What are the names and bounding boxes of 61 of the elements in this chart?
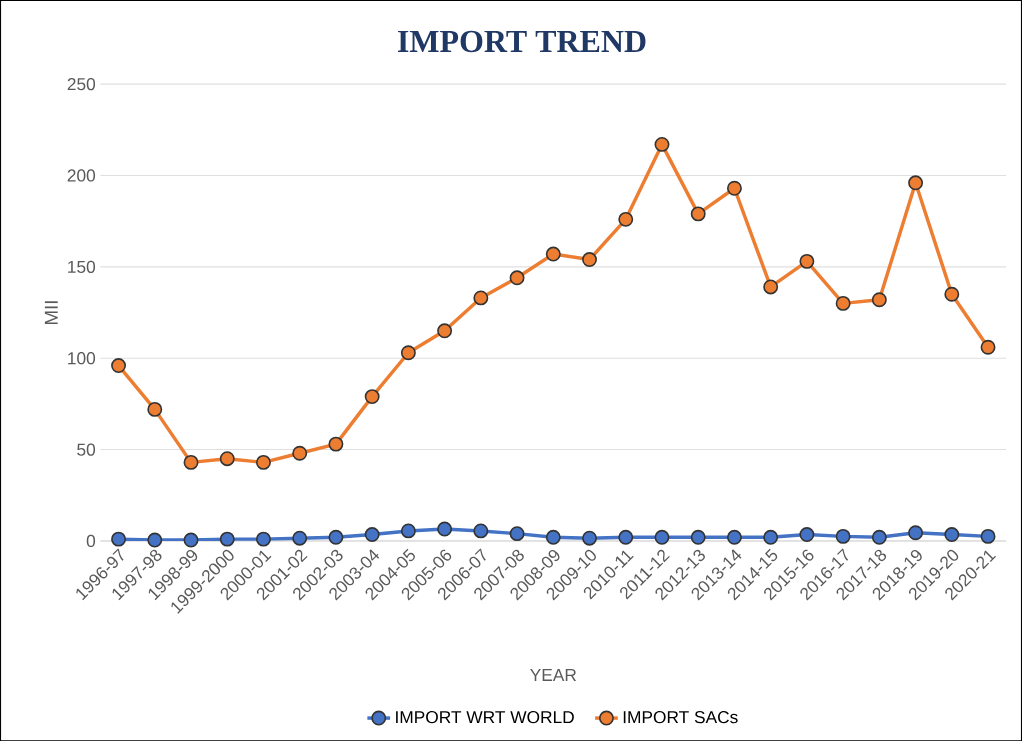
point (219, 531, 235, 547)
point (473, 523, 489, 539)
point (473, 290, 489, 306)
y-tick-label: 100 (68, 351, 96, 365)
y-tick-label: 250 (67, 77, 96, 91)
y-tick-label: 150 (68, 260, 96, 273)
point (183, 454, 199, 470)
point (509, 270, 525, 286)
point (835, 295, 851, 311)
point (582, 251, 597, 267)
point (908, 525, 924, 541)
point (328, 436, 344, 452)
point (690, 206, 706, 222)
point (980, 528, 996, 544)
y-tick-label: 200 (67, 169, 96, 182)
point (111, 357, 127, 373)
point (654, 529, 670, 545)
legend-label: IMPORT WRT WORLD (396, 710, 574, 724)
point (871, 529, 887, 545)
point (726, 529, 742, 545)
point (256, 454, 271, 470)
point (726, 180, 742, 196)
point (545, 529, 561, 545)
point (799, 526, 815, 542)
point (871, 292, 887, 308)
point (690, 529, 706, 545)
point (763, 529, 779, 545)
point (147, 401, 163, 417)
point (219, 451, 235, 467)
point (944, 526, 960, 542)
point (400, 345, 416, 361)
point (944, 286, 960, 302)
point (111, 531, 127, 547)
point (437, 521, 453, 537)
point (763, 279, 779, 295)
legend-label: IMPORT SACs (623, 710, 738, 724)
point (328, 529, 344, 545)
point (835, 528, 851, 544)
point (364, 389, 380, 404)
point (292, 445, 308, 461)
point (437, 323, 453, 339)
point (980, 339, 996, 355)
point (509, 526, 525, 541)
point (908, 175, 924, 191)
point (183, 532, 199, 548)
x-axis-title: YEAR (530, 668, 577, 681)
point (618, 211, 634, 227)
y-axis-title: MII (44, 301, 58, 324)
point (582, 530, 597, 546)
y-tick-label: 50 (77, 443, 96, 456)
chart-title: IMPORT TREND (397, 30, 646, 53)
point (654, 136, 670, 152)
point (364, 526, 380, 542)
point (256, 531, 271, 547)
point (147, 532, 163, 548)
point (545, 246, 561, 262)
point (799, 253, 815, 269)
y-tick-label: 0 (86, 534, 96, 547)
point (400, 523, 416, 539)
point (618, 529, 634, 545)
point (292, 530, 308, 546)
